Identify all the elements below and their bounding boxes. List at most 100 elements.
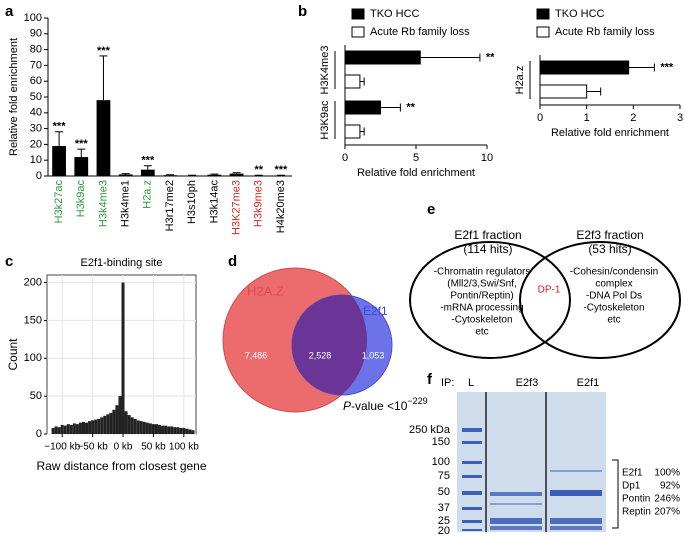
fraction-hits: (53 hits) [588,242,631,256]
bar [170,426,174,434]
bar [539,60,630,75]
band-name: Reptin [622,507,651,518]
plot-area [46,274,197,435]
bar [100,417,104,434]
x-tick-label: −100 kb [44,442,80,453]
bar [145,422,149,434]
marker-label: 75 [438,470,450,482]
fraction-hits: (114 hits) [463,242,512,256]
list-line: -mRNA processing [440,303,523,314]
bar [115,405,119,434]
chart-title: E2f1-binding site [81,257,163,269]
x-axis-label: Relative fold enrichment [357,167,475,179]
bar [66,424,70,434]
fraction-ellipse [519,241,681,359]
bar [124,411,128,434]
bar [88,421,92,434]
y-tick-label: 150 [24,314,42,326]
y-tick-label: 60 [30,75,42,87]
bar [69,424,73,434]
list-line: Pontin/Reptin) [450,291,513,302]
p-value-exponent: −229 [407,396,427,406]
significance: ** [486,51,495,63]
marker-label: 37 [438,502,450,514]
x-tick-label: 50 kb [141,442,166,453]
x-tick-label: H3k4me1 [120,180,132,227]
bar [179,427,183,434]
bar [164,425,168,434]
bar [167,426,171,434]
bar [97,418,101,434]
y-tick-label: 200 [24,276,42,288]
bar [54,426,58,434]
venn-overlap [292,295,367,395]
panel-label: c [5,253,13,270]
x-tick-label: H3k9me3 [253,180,265,227]
x-tick-label: 0 [537,112,543,124]
x-tick-label: 2 [630,112,636,124]
bar [127,415,131,434]
bar [191,430,195,434]
legend-label: TKO HCC [555,8,605,20]
venn-count: 1,053 [362,350,385,360]
y-tick-label: 70 [30,59,42,71]
y-tick-label: 0 [36,428,42,440]
marker-label: 50 [438,486,450,498]
bar [78,422,82,434]
panel-label: d [228,253,237,270]
x-tick-label: H3k4me3 [97,180,109,227]
legend-label: Acute Rb family loss [555,26,655,38]
y-axis-label: Relative fold enrichment [8,38,20,156]
list-line: -Cohesin/condensin [570,267,658,278]
x-axis-label: Raw distance from closest gene [36,459,206,473]
bar [142,421,146,434]
gel-bands [462,428,602,531]
y-tick-label: 0 [36,170,42,182]
band-percent: 100% [654,468,680,479]
bar [344,74,361,89]
bar [139,421,143,434]
y-tick-label: H3K9ac [319,100,331,140]
bracket [612,459,619,529]
x-tick-label: 3 [677,112,683,124]
band-name: Dp1 [622,481,641,492]
bar [539,84,588,99]
y-tick-label: H3K4me3 [319,46,331,95]
significance: *** [660,61,674,73]
band-name: E2f1 [622,468,643,479]
x-axis-label: Relative fold enrichment [551,127,669,139]
panel-label: f [427,371,433,388]
bar [344,50,421,65]
y-tick-label: 50 [30,390,42,402]
x-tick-label: H3r17me2 [164,180,176,231]
marker-label: 25 [438,515,450,527]
x-tick-label: H3k27ac [53,180,65,224]
bar [163,175,177,176]
bar [207,174,222,176]
y-axis-label: Count [6,338,20,371]
list-line: -Cytoskeleton [583,303,644,314]
legend-swatch [536,26,550,38]
y-tick-label: 50 [30,91,42,103]
list-line: etc [607,315,620,326]
y-tick-label: 80 [30,44,42,56]
bar [188,429,192,434]
legend-label: TKO HCC [370,8,420,20]
bar [72,423,76,434]
bar [158,424,162,434]
panel-label: e [427,201,435,218]
x-tick-label: H2a.z [142,180,154,209]
band-name: Pontin [622,494,650,505]
bar [185,428,189,434]
p-value-prefix: P [343,399,351,413]
legend-swatch [351,8,365,20]
bar [112,409,116,434]
fraction-ellipse [409,241,571,359]
list-line: -Chromatin regulators [434,267,531,278]
x-tick-label: H3s10ph [186,180,198,224]
significance: ** [406,101,415,113]
venn-count: 2,528 [309,350,332,360]
bar [74,157,89,176]
x-tick-label: 1 [584,112,590,124]
